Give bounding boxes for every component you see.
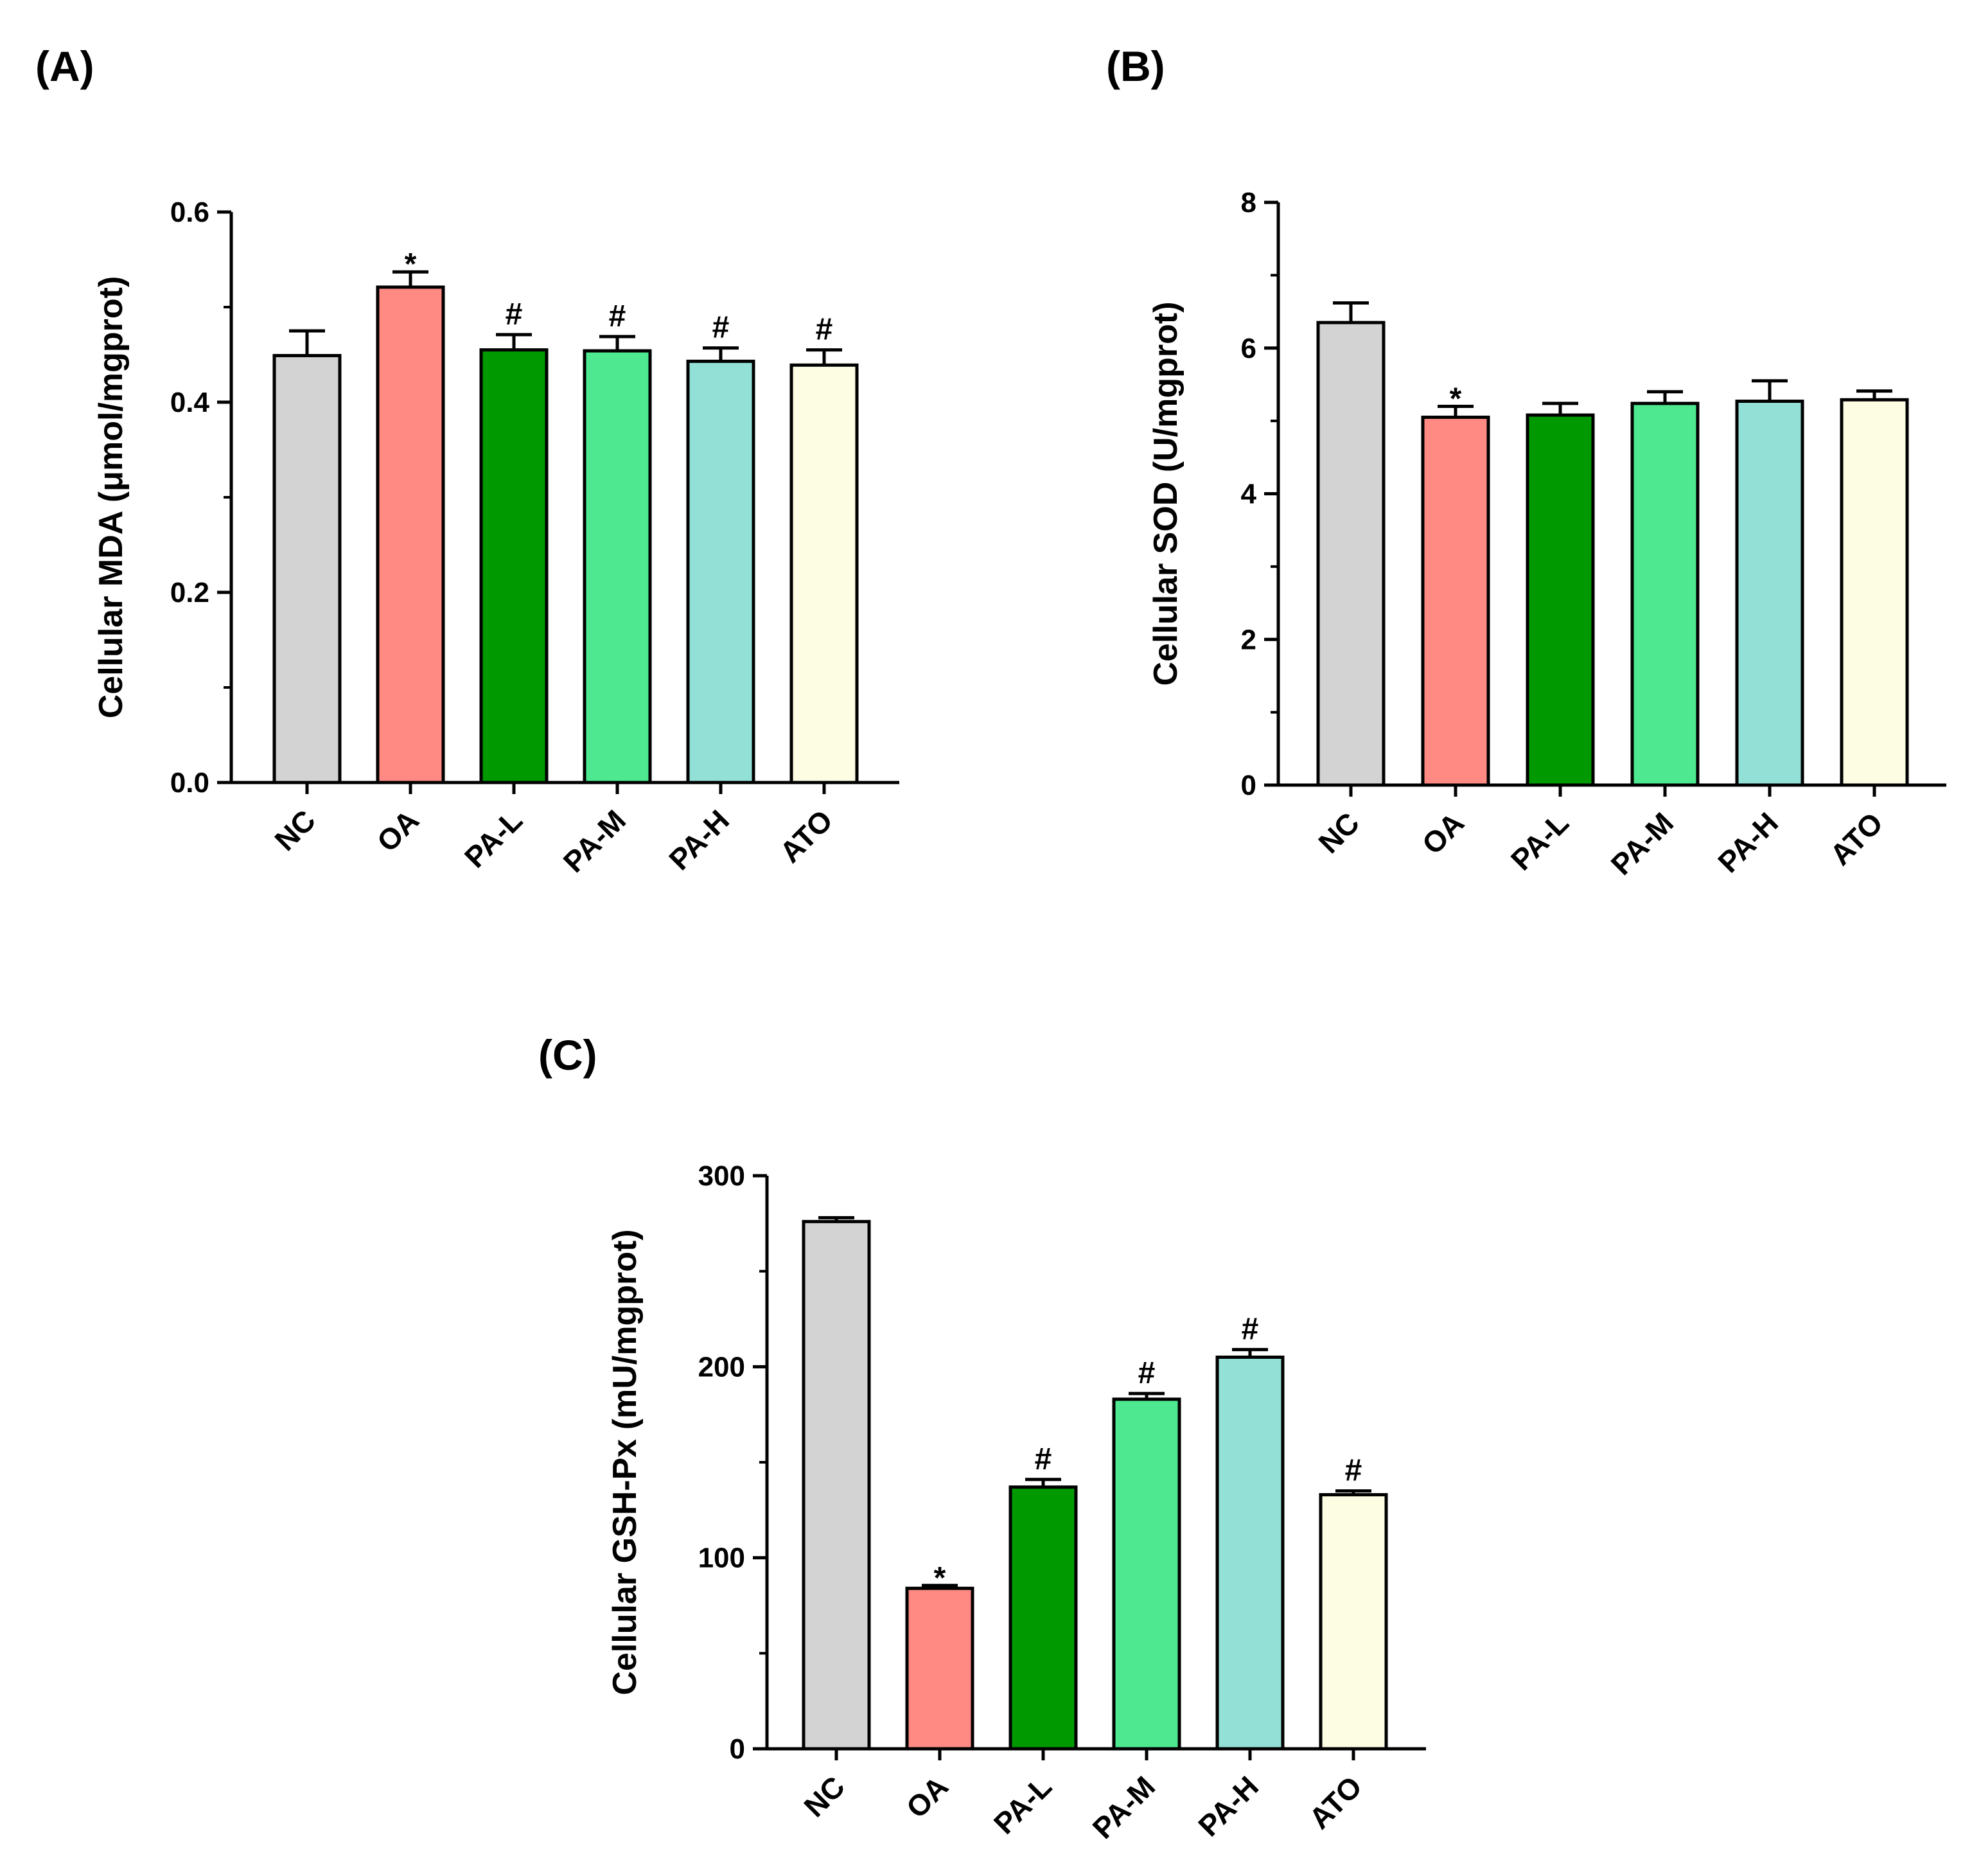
bar bbox=[789, 363, 859, 784]
significance-mark: # bbox=[1242, 1313, 1259, 1347]
bar bbox=[1316, 321, 1386, 787]
category-label: ATO bbox=[773, 803, 839, 869]
category-label: PA-L bbox=[1504, 806, 1575, 876]
y-tick-label: 6 bbox=[1241, 333, 1256, 364]
bar bbox=[1735, 400, 1804, 787]
panel-label: (A) bbox=[35, 42, 94, 90]
category-label: ATO bbox=[1303, 1769, 1368, 1835]
category-label: PA-M bbox=[557, 803, 632, 878]
panel-label: (C) bbox=[538, 1031, 597, 1079]
y-tick-label: 4 bbox=[1241, 479, 1257, 510]
category-label: NC bbox=[797, 1769, 851, 1823]
category-label: ATO bbox=[1824, 806, 1889, 871]
significance-mark: # bbox=[1035, 1442, 1052, 1476]
significance-mark: # bbox=[1345, 1454, 1362, 1488]
significance-mark: * bbox=[934, 1561, 946, 1595]
y-tick-label: 300 bbox=[698, 1160, 745, 1192]
significance-mark: * bbox=[405, 247, 417, 281]
panel-c: (C) 0 100 200 300 Cellular GSH-Px (mU/mgprot)… bbox=[538, 1031, 1426, 1845]
bar bbox=[1215, 1355, 1285, 1751]
category-label: OA bbox=[900, 1769, 955, 1825]
significance-mark: # bbox=[609, 299, 626, 333]
y-tick-label: 100 bbox=[698, 1543, 745, 1574]
category-label: PA-M bbox=[1086, 1769, 1161, 1845]
panel-b: (B) 0 2 4 6 8 Cellular SOD (U/mgprot) NC * OA PA-L… bbox=[1106, 42, 1946, 881]
bar bbox=[1526, 413, 1595, 787]
bar bbox=[479, 348, 549, 784]
y-axis-title: Cellular GSH-Px (mU/mgprot) bbox=[606, 1229, 644, 1695]
bar bbox=[1112, 1397, 1181, 1751]
y-tick-label: 0 bbox=[1241, 770, 1256, 801]
bar bbox=[583, 349, 652, 784]
category-label: PA-L bbox=[458, 803, 529, 874]
category-label: OA bbox=[371, 803, 426, 858]
category-label: NC bbox=[1312, 806, 1366, 860]
bar bbox=[1008, 1485, 1078, 1751]
category-label: OA bbox=[1416, 806, 1471, 861]
bar bbox=[905, 1586, 974, 1751]
bar bbox=[1840, 398, 1909, 787]
significance-mark: # bbox=[816, 313, 833, 347]
category-label: PA-H bbox=[1192, 1769, 1265, 1843]
bar bbox=[376, 285, 445, 784]
y-tick-label: 0.4 bbox=[170, 387, 210, 418]
y-tick-label: 200 bbox=[698, 1351, 745, 1383]
y-axis-title: Cellular MDA (μmol/mgprot) bbox=[92, 276, 130, 719]
bar bbox=[802, 1219, 871, 1751]
significance-mark: # bbox=[712, 311, 730, 345]
category-label: PA-H bbox=[662, 803, 735, 876]
category-label: NC bbox=[268, 803, 322, 857]
bar bbox=[1319, 1493, 1388, 1751]
panel-label: (B) bbox=[1106, 42, 1165, 90]
y-tick-label: 0.2 bbox=[170, 577, 209, 608]
category-label: PA-M bbox=[1605, 806, 1680, 881]
y-tick-label: 2 bbox=[1241, 624, 1256, 655]
y-tick-label: 0 bbox=[730, 1733, 745, 1765]
significance-mark: * bbox=[1450, 382, 1462, 416]
bar bbox=[272, 353, 342, 784]
bar bbox=[1630, 402, 1700, 787]
bar bbox=[686, 359, 755, 784]
significance-mark: # bbox=[1138, 1356, 1156, 1390]
y-tick-label: 0.0 bbox=[170, 767, 209, 799]
category-label: PA-H bbox=[1711, 806, 1784, 879]
panel-a: (A) 0.0 0.2 0.4 0.6 Cellular MDA (μmol/mgprot… bbox=[35, 42, 899, 879]
significance-mark: # bbox=[506, 297, 523, 332]
y-tick-label: 8 bbox=[1241, 187, 1256, 218]
y-axis-title: Cellular SOD (U/mgprot) bbox=[1147, 301, 1184, 686]
y-tick-label: 0.6 bbox=[170, 197, 209, 228]
bar bbox=[1421, 415, 1490, 787]
category-label: PA-L bbox=[987, 1769, 1058, 1840]
